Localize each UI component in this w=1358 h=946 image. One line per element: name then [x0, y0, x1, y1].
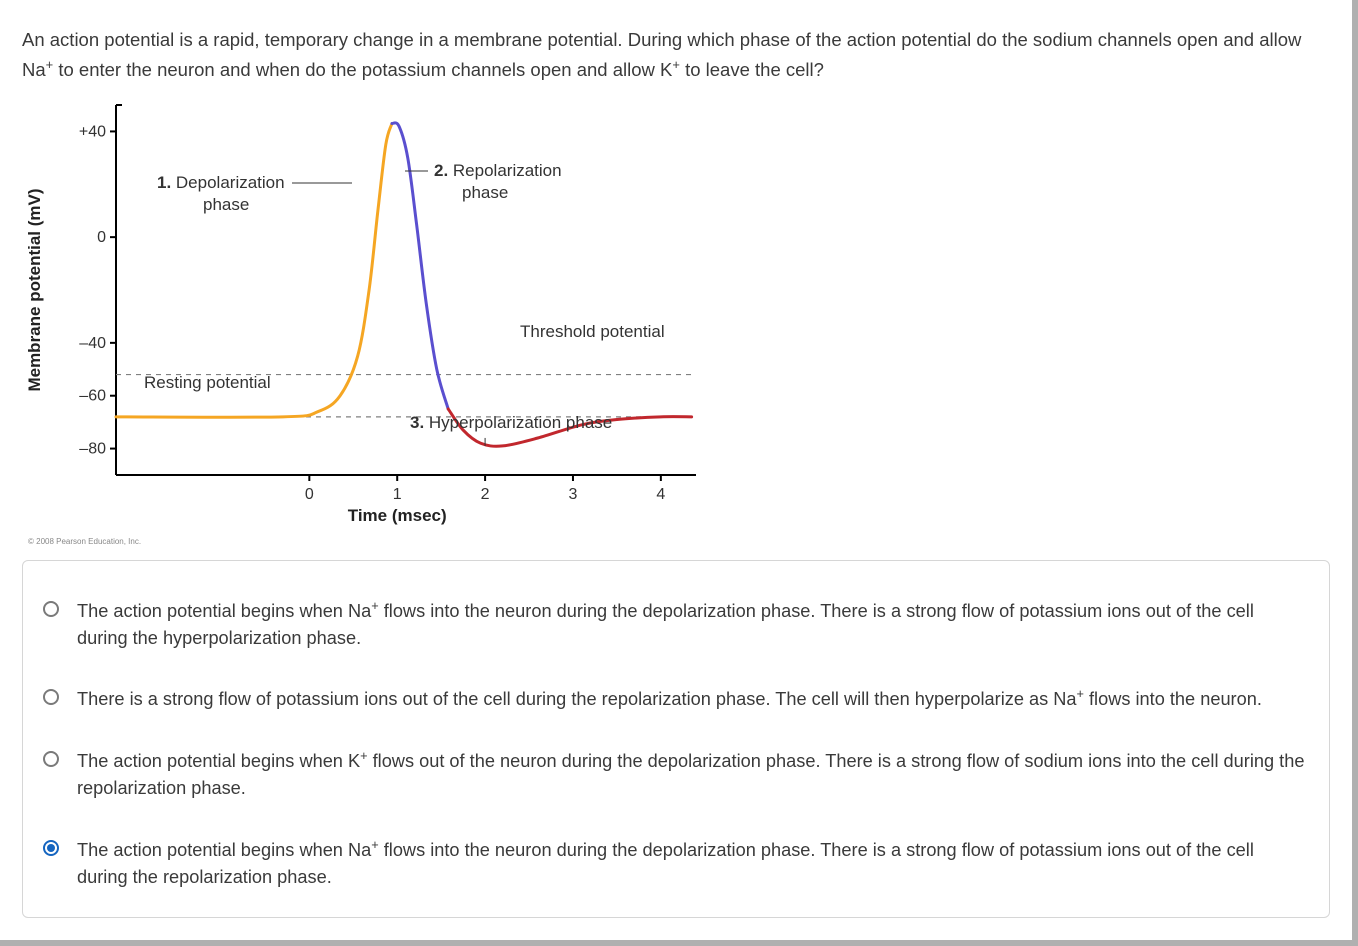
answer-row[interactable]: The action potential begins when Na+ flo…	[43, 836, 1309, 891]
radio-option-1[interactable]	[43, 601, 59, 617]
question-area: An action potential is a rapid, temporar…	[0, 0, 1352, 556]
svg-text:–80: –80	[79, 440, 106, 457]
quiz-wrapper: An action potential is a rapid, temporar…	[0, 0, 1358, 946]
svg-text:Resting potential: Resting potential	[144, 373, 271, 392]
svg-text:2. Repolarization: 2. Repolarization	[434, 161, 562, 180]
svg-text:0: 0	[305, 486, 314, 503]
answer-row[interactable]: The action potential begins when K+ flow…	[43, 747, 1309, 802]
svg-text:3: 3	[569, 486, 578, 503]
svg-text:4: 4	[656, 486, 665, 503]
answers-box: The action potential begins when Na+ flo…	[22, 560, 1330, 919]
radio-option-2[interactable]	[43, 689, 59, 705]
question-suffix: to leave the cell?	[680, 59, 824, 80]
svg-text:0: 0	[97, 229, 106, 246]
svg-text:2: 2	[481, 486, 490, 503]
svg-text:Time (msec): Time (msec)	[348, 506, 447, 525]
chart-svg: +40 0 –40 –60 –80 0 1 2 3 4 Membrane potential (mV…	[22, 93, 742, 533]
radio-option-3[interactable]	[43, 751, 59, 767]
copyright-text: © 2008 Pearson Education, Inc.	[28, 537, 1330, 546]
answer-text: There is a strong flow of potassium ions…	[77, 685, 1309, 713]
svg-text:–40: –40	[79, 334, 106, 351]
answer-row[interactable]: There is a strong flow of potassium ions…	[43, 685, 1309, 713]
svg-text:Threshold potential: Threshold potential	[520, 322, 665, 341]
svg-text:+40: +40	[79, 123, 106, 140]
svg-text:3. Hyperpolarization phase: 3. Hyperpolarization phase	[410, 413, 612, 432]
svg-text:phase: phase	[203, 195, 249, 214]
svg-text:phase: phase	[462, 183, 508, 202]
answer-text: The action potential begins when Na+ flo…	[77, 597, 1309, 652]
svg-text:1. Depolarization: 1. Depolarization	[157, 173, 285, 192]
question-sup2: +	[672, 57, 680, 72]
answer-text: The action potential begins when K+ flow…	[77, 747, 1309, 802]
answer-text: The action potential begins when Na+ flo…	[77, 836, 1309, 891]
radio-option-4[interactable]	[43, 840, 59, 856]
question-middle: to enter the neuron and when do the pota…	[53, 59, 672, 80]
svg-text:1: 1	[393, 486, 402, 503]
question-text: An action potential is a rapid, temporar…	[22, 26, 1330, 85]
svg-text:Membrane potential (mV): Membrane potential (mV)	[25, 188, 44, 391]
action-potential-chart: +40 0 –40 –60 –80 0 1 2 3 4 Membrane potential (mV…	[22, 93, 1330, 533]
svg-text:–60: –60	[79, 387, 106, 404]
answer-row[interactable]: The action potential begins when Na+ flo…	[43, 597, 1309, 652]
